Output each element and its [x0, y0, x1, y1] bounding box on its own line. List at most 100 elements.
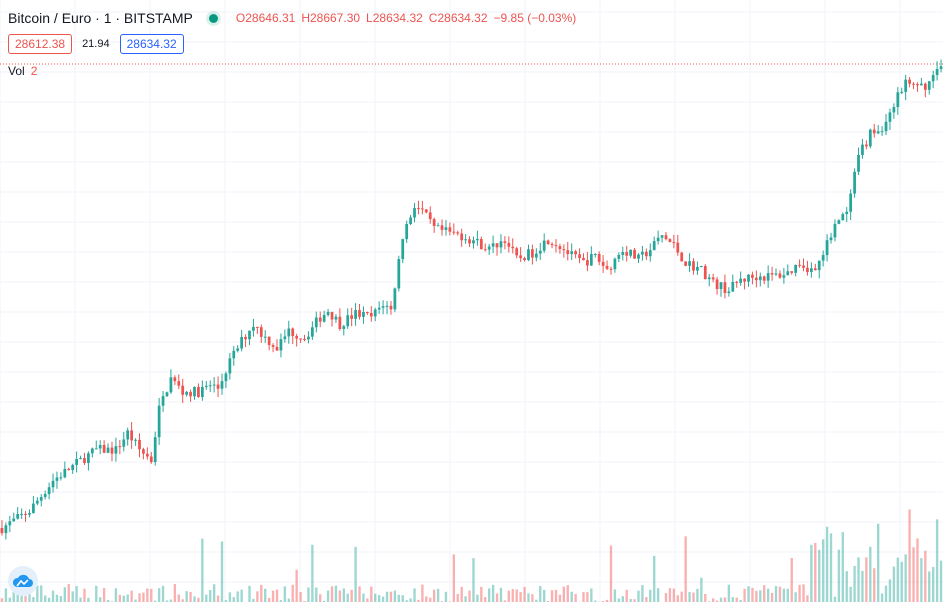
volume-bar	[641, 585, 644, 602]
candle-body	[617, 254, 621, 259]
volume-bar	[299, 591, 302, 602]
candle-body	[428, 212, 432, 220]
candle-body	[275, 346, 279, 351]
symbol-title[interactable]: Bitcoin / Euro · 1 · BITSTAMP	[8, 10, 193, 26]
candle-body	[872, 129, 876, 134]
volume-bar	[330, 586, 334, 602]
candle-body	[684, 261, 688, 266]
candle-body	[758, 276, 762, 281]
candle-body	[483, 249, 487, 251]
candle-body	[252, 326, 255, 331]
volume-bar	[319, 594, 322, 602]
candle-body	[699, 265, 703, 267]
volume-bar	[275, 589, 279, 602]
volume-bar	[507, 590, 511, 602]
candle-body	[354, 310, 357, 319]
candle-body	[916, 84, 919, 86]
candle-body	[468, 239, 471, 244]
candle-body	[774, 273, 778, 275]
volume-bar	[853, 565, 856, 602]
sell-price-button[interactable]: 28612.38	[8, 34, 73, 54]
candle-body	[424, 209, 428, 213]
candle-body	[413, 208, 416, 218]
volume-bar	[719, 597, 723, 602]
candle-body	[102, 445, 106, 453]
candle-body	[307, 336, 310, 340]
volume-bar	[126, 594, 129, 602]
volume-bar	[346, 593, 349, 602]
candle-body	[318, 317, 322, 322]
volume-bar	[908, 509, 911, 602]
volume-bar	[134, 599, 137, 602]
tradingview-cloud-icon[interactable]	[8, 566, 38, 596]
candle-body	[405, 224, 409, 240]
candle-body	[680, 252, 684, 262]
ohlc-high: H28667.30	[301, 11, 360, 25]
volume-bar	[177, 594, 180, 602]
volume-bar	[201, 538, 204, 602]
candle-body	[688, 261, 691, 266]
candle-body	[546, 240, 550, 245]
buy-price-button[interactable]: 28634.32	[119, 34, 184, 54]
volume-bar	[582, 592, 585, 602]
close-value: 28634.32	[437, 11, 488, 25]
volume-bar	[417, 599, 420, 602]
candle-body	[299, 338, 302, 340]
volume-bar	[260, 584, 263, 602]
candle-body	[868, 129, 872, 147]
volume-bar	[157, 588, 161, 602]
volume-bar	[900, 561, 903, 602]
volume-bar	[99, 597, 102, 602]
volume-bar	[154, 600, 157, 602]
volume-bar	[562, 586, 566, 602]
candle-body	[920, 83, 923, 86]
candle-body	[935, 69, 939, 76]
candle-body	[853, 171, 856, 194]
candle-body	[79, 458, 82, 460]
volume-bar	[32, 597, 35, 602]
spread-value: 21.94	[82, 38, 110, 50]
volume-bar	[621, 596, 624, 602]
volume-bar	[307, 587, 310, 602]
volume-bar	[472, 558, 475, 602]
volume-bar	[393, 590, 397, 602]
candle-body	[236, 348, 240, 351]
volume-bar	[837, 549, 841, 602]
volume-bar	[409, 598, 412, 602]
volume-bar	[590, 588, 593, 602]
candle-body	[255, 326, 259, 328]
volume-bar	[311, 544, 314, 602]
candle-body	[362, 311, 365, 317]
volume-bar	[888, 579, 892, 602]
volume-bar	[829, 533, 833, 602]
volume-bar	[468, 590, 471, 602]
volume-bar	[825, 526, 829, 602]
volume-bar	[79, 597, 82, 602]
volume-bar	[684, 536, 687, 602]
volume-bar	[554, 589, 558, 602]
candle-body	[310, 327, 314, 337]
market-status-icon[interactable]	[208, 13, 218, 23]
volume-bar	[322, 600, 326, 602]
candle-body	[703, 265, 707, 280]
candle-body	[39, 497, 43, 501]
volume-bar	[711, 598, 715, 602]
candle-body	[845, 211, 849, 215]
candle-body	[134, 439, 137, 441]
volume-bar	[476, 594, 479, 602]
candle-body	[373, 309, 377, 317]
volume-bar	[806, 595, 809, 602]
candle-body	[208, 385, 212, 387]
volume-legend[interactable]: Vol 2	[8, 64, 37, 78]
volume-bar	[523, 586, 526, 602]
candle-body	[145, 453, 149, 457]
volume-bar	[570, 591, 573, 602]
volume-bar	[873, 568, 876, 602]
volume-bar	[692, 592, 695, 602]
volume-bar	[778, 586, 782, 602]
candle-body	[542, 240, 546, 251]
candle-body	[664, 235, 668, 240]
volume-bar	[546, 600, 550, 602]
volume-bar	[63, 587, 67, 602]
